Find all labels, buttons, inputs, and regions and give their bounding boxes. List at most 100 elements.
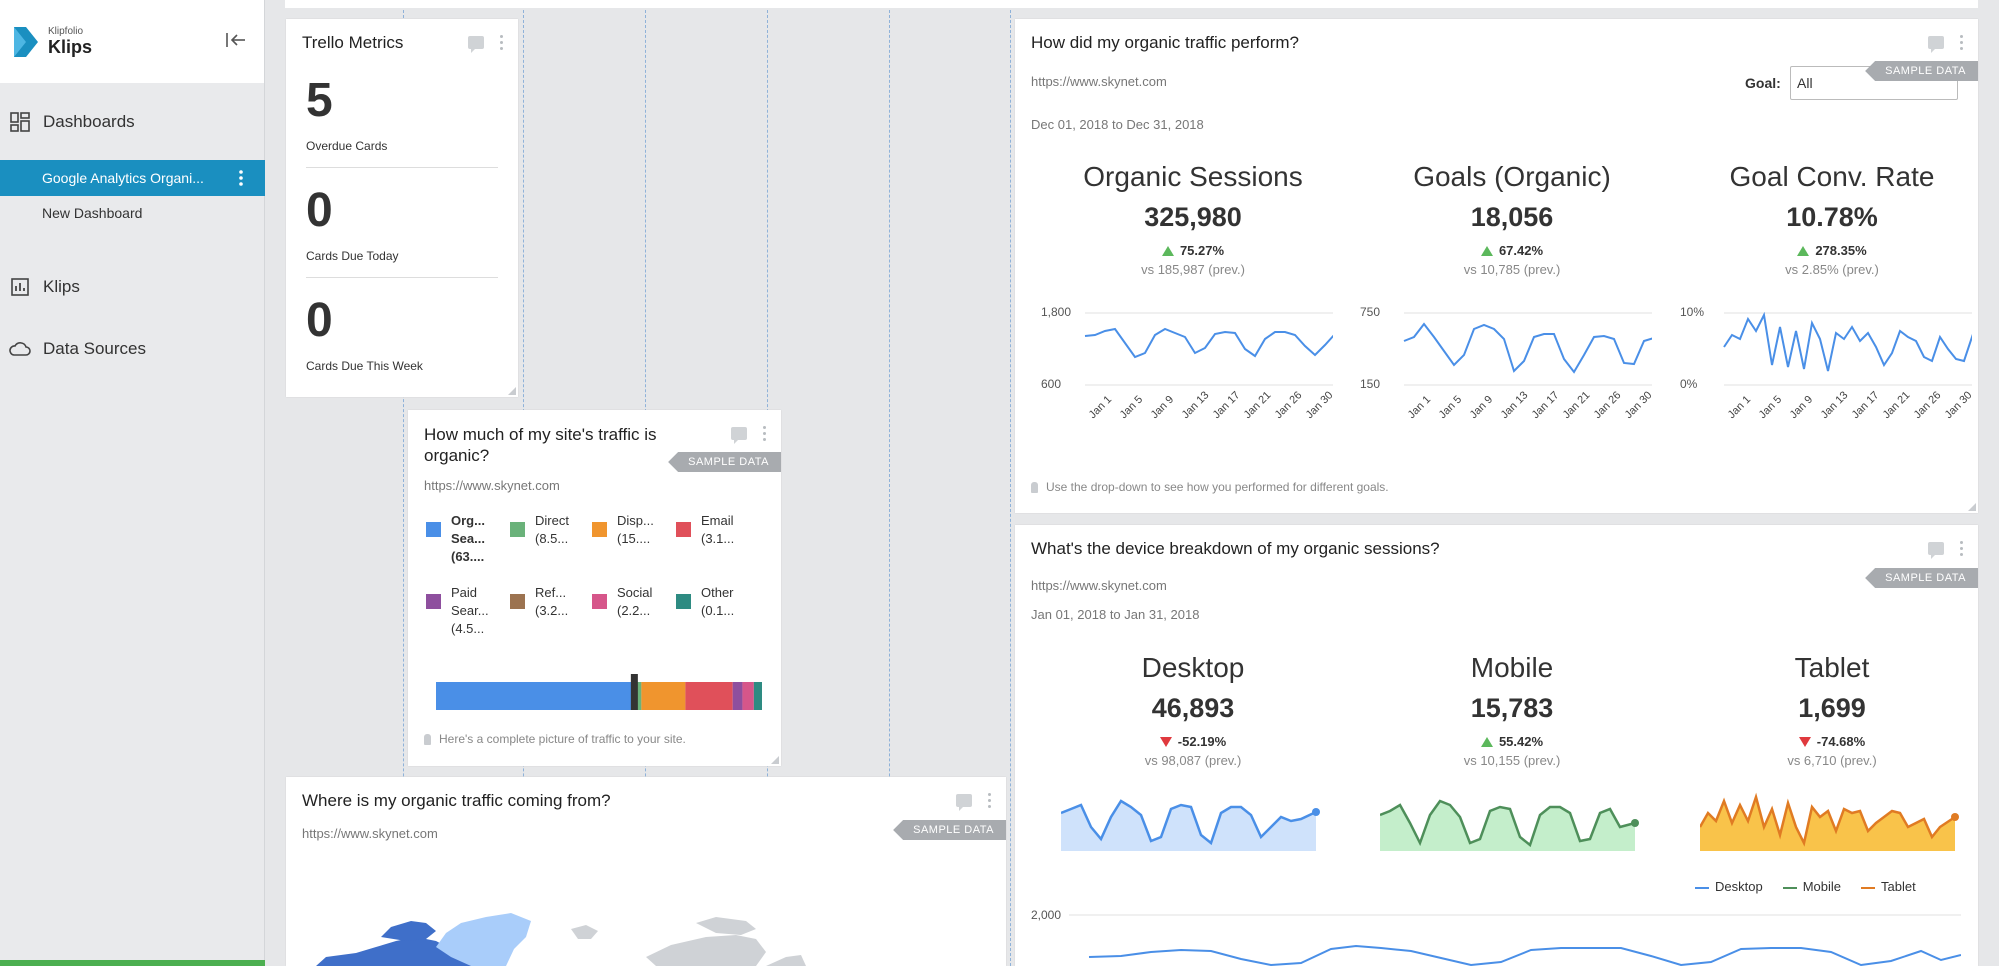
share-bar-segment xyxy=(742,682,754,710)
legend-swatch xyxy=(592,594,607,609)
lightbulb-icon xyxy=(1031,481,1038,493)
nav-klips-label: Klips xyxy=(43,277,80,296)
metric-change: 278.35% xyxy=(1682,243,1982,258)
device-legend: Desktop Mobile Tablet xyxy=(1695,879,1916,894)
metric-previous: vs 6,710 (prev.) xyxy=(1787,753,1877,768)
overdue-cards-value: 5 xyxy=(306,74,333,127)
divider xyxy=(306,277,498,278)
traffic-share-bar-chart xyxy=(436,674,762,710)
legend-item[interactable]: Disp... (15.... xyxy=(592,512,672,548)
dashboard-item-new[interactable]: New Dashboard xyxy=(42,205,143,221)
cards-due-week-value: 0 xyxy=(306,294,333,347)
legend-item[interactable]: Direct (8.5... xyxy=(510,512,590,548)
share-bar-segment xyxy=(753,682,762,710)
more-menu-icon[interactable] xyxy=(1960,35,1964,50)
device-area-sparkline xyxy=(1061,799,1320,851)
dashboard-menu-icon[interactable] xyxy=(239,170,243,186)
legend-swatch xyxy=(510,522,525,537)
device-metric-block: Tablet 1,699 -74.68% vs 6,710 (prev.) xyxy=(1682,652,1982,768)
date-to: to Jan 31, 2018 xyxy=(1109,607,1200,622)
legend-item[interactable]: Paid Sear... (4.5... xyxy=(426,584,506,638)
legend-label: Direct (8.5... xyxy=(535,513,569,546)
note-text: Use the drop-down to see how you perform… xyxy=(1046,480,1389,494)
sidebar: Klipfolio Klips Dashboards Google Analyt… xyxy=(0,0,265,966)
source-url: https://www.skynet.com xyxy=(424,478,560,493)
date-from: Dec 01, 2018 xyxy=(1031,117,1109,132)
metric-change: 55.42% xyxy=(1362,734,1662,749)
resize-handle[interactable] xyxy=(508,387,516,395)
comment-icon[interactable] xyxy=(731,427,747,444)
legend-label: Social (2.2... xyxy=(617,585,653,618)
share-bar-segment xyxy=(732,682,743,710)
legend-item[interactable]: Org... Sea... (63.... xyxy=(426,512,506,566)
date-range: Dec 01, 2018 to Dec 31, 2018 xyxy=(1031,117,1204,132)
grid-guide xyxy=(1010,0,1011,966)
metric-title: Organic Sessions xyxy=(1083,161,1303,192)
y-axis-top-label: 2,000 xyxy=(1031,908,1061,922)
more-menu-icon[interactable] xyxy=(988,793,992,808)
legend-item[interactable]: Ref... (3.2... xyxy=(510,584,590,620)
x-tick-label: Jan 1 xyxy=(1406,394,1434,422)
y-top-label: 1,800 xyxy=(1041,305,1071,319)
resize-handle[interactable] xyxy=(1968,503,1976,511)
comment-icon[interactable] xyxy=(468,36,484,53)
nav-data-sources[interactable]: Data Sources xyxy=(0,336,265,362)
x-tick-label: Jan 1 xyxy=(1087,394,1115,422)
y-top-label: 10% xyxy=(1680,305,1704,319)
more-menu-icon[interactable] xyxy=(500,35,504,50)
nav-data-sources-label: Data Sources xyxy=(43,339,146,358)
metric-title: Goal Conv. Rate xyxy=(1729,161,1935,192)
comment-icon[interactable] xyxy=(956,794,972,811)
collapse-sidebar-button[interactable] xyxy=(224,28,248,52)
panel-note: Here's a complete picture of traffic to … xyxy=(424,732,686,746)
x-tick-label: Jan 9 xyxy=(1788,394,1816,422)
metric-previous: vs 10,785 (prev.) xyxy=(1463,262,1561,277)
device-area-sparkline xyxy=(1380,799,1639,851)
metric-title: Mobile xyxy=(1470,652,1554,683)
x-tick-label: Jan 21 xyxy=(1881,389,1913,421)
organic-performance-panel: How did my organic traffic perform? http… xyxy=(1015,19,1978,513)
y-bottom-label: 0% xyxy=(1680,377,1698,391)
cloud-icon xyxy=(9,342,31,356)
collapse-arrow-icon xyxy=(226,33,245,47)
legend-item[interactable]: Social (2.2... xyxy=(592,584,672,620)
x-tick-label: Jan 5 xyxy=(1757,394,1785,422)
x-tick-label: Jan 21 xyxy=(1242,389,1274,421)
legend-label: Email (3.1... xyxy=(701,513,735,546)
overdue-cards-label: Overdue Cards xyxy=(306,139,388,153)
y-top-label: 750 xyxy=(1360,305,1380,319)
metric-previous: vs 2.85% (prev.) xyxy=(1785,262,1879,277)
share-bar-marker xyxy=(630,674,638,710)
legend-tablet: Tablet xyxy=(1861,879,1916,894)
comment-icon[interactable] xyxy=(1928,36,1944,53)
more-menu-icon[interactable] xyxy=(763,426,767,441)
trello-metrics-panel: Trello Metrics 5 Overdue Cards 0 Cards D… xyxy=(286,19,518,397)
dashboard-grid-icon xyxy=(10,112,30,132)
x-tick-label: Jan 13 xyxy=(1180,389,1212,421)
metric-value: 18,056 xyxy=(1470,202,1554,232)
trend-up-icon xyxy=(1161,245,1174,256)
nav-dashboards[interactable]: Dashboards xyxy=(0,109,265,135)
comment-icon[interactable] xyxy=(1928,542,1944,559)
divider xyxy=(306,167,498,168)
metric-value: 10.78% xyxy=(1786,202,1878,232)
more-menu-icon[interactable] xyxy=(1960,541,1964,556)
logo-small-text: Klipfolio xyxy=(48,26,84,37)
legend-label: Org... Sea... (63.... xyxy=(451,513,485,564)
sample-data-badge: SAMPLE DATA xyxy=(893,820,1006,840)
dashboard-item-google-analytics[interactable]: Google Analytics Organi... xyxy=(0,160,265,196)
resize-handle[interactable] xyxy=(771,756,779,764)
x-tick-label: Jan 26 xyxy=(1912,389,1944,421)
nav-klips[interactable]: Klips xyxy=(0,274,265,300)
source-url: https://www.skynet.com xyxy=(1031,578,1167,593)
x-tick-label: Jan 21 xyxy=(1561,389,1593,421)
panel-title: How did my organic traffic perform? xyxy=(1031,33,1300,52)
legend-item[interactable]: Email (3.1... xyxy=(676,512,756,548)
legend-label: Paid Sear... (4.5... xyxy=(451,585,489,636)
metric-title: Desktop xyxy=(1141,652,1245,683)
legend-item[interactable]: Other (0.1... xyxy=(676,584,756,620)
klips-chart-icon xyxy=(11,278,29,296)
trend-down-icon xyxy=(1159,736,1172,747)
trend-down-icon xyxy=(1798,736,1811,747)
